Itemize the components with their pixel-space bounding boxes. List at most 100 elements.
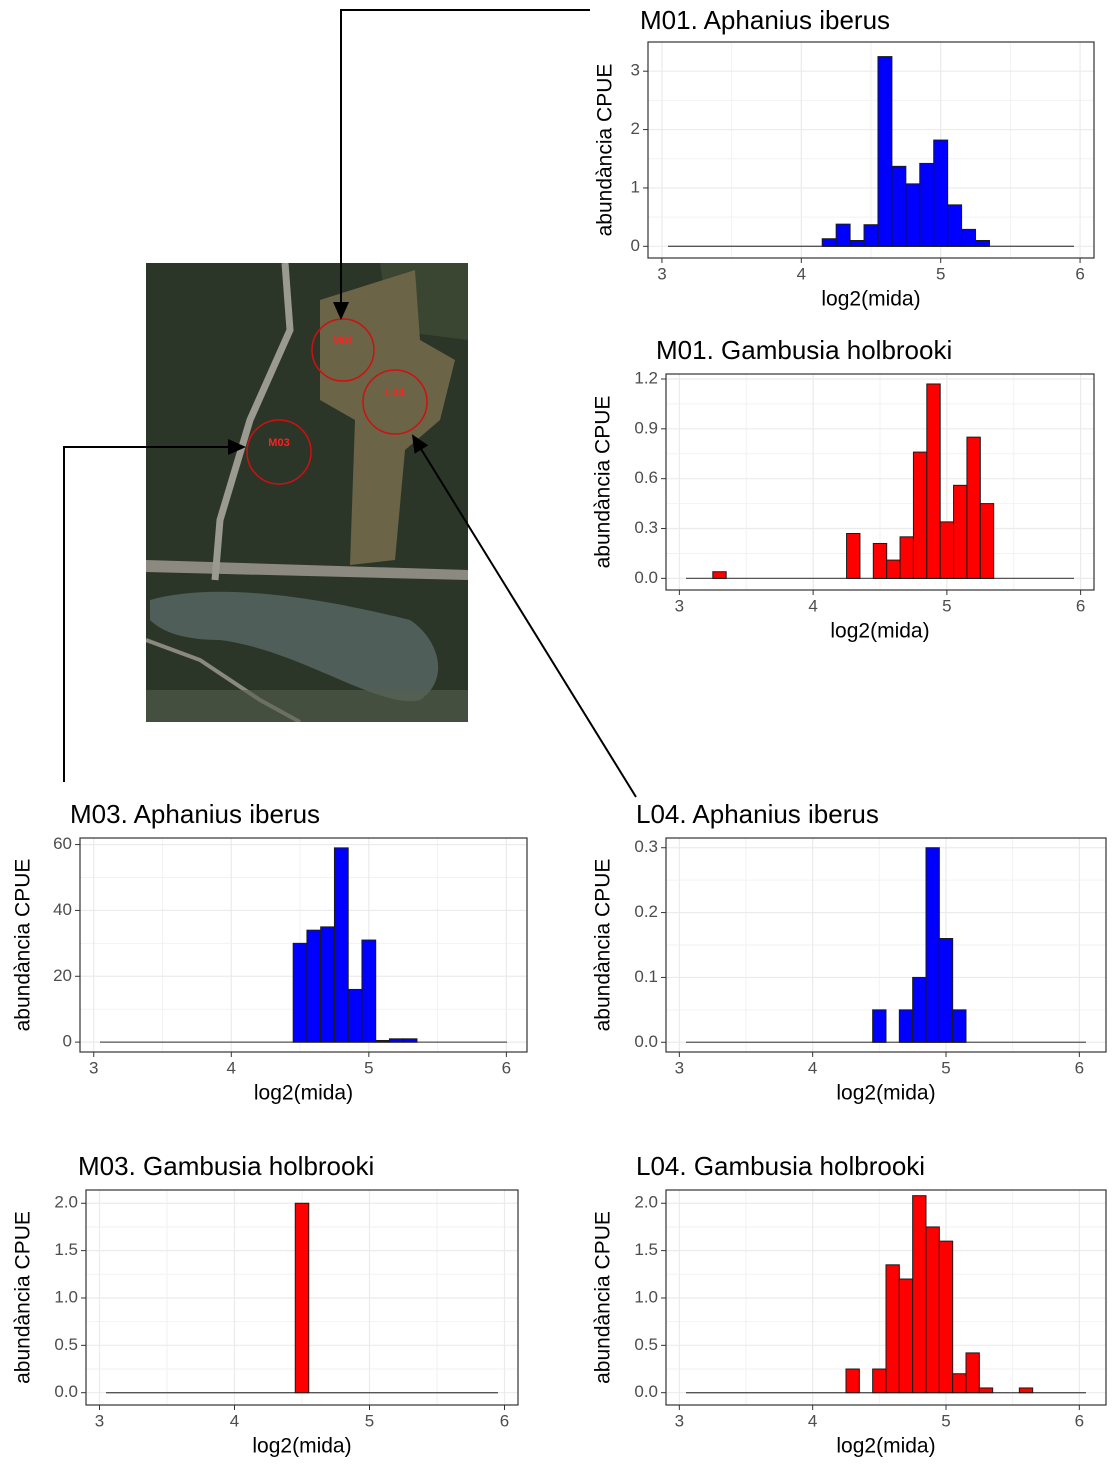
x-tick-label: 4 (808, 596, 817, 615)
y-tick-label: 20 (53, 966, 72, 985)
x-tick-label: 5 (365, 1411, 374, 1430)
bar (898, 1278, 914, 1394)
bar (294, 1202, 310, 1394)
x-tick-label: 3 (89, 1058, 98, 1077)
y-tick-label: 0 (63, 1032, 72, 1051)
y-tick-label: 1.0 (634, 1287, 658, 1306)
bar (979, 503, 995, 579)
y-axis-label: abundància CPUE (594, 64, 617, 237)
bar (333, 847, 349, 1043)
y-tick-label: 0.0 (634, 1382, 658, 1401)
y-tick-label: 1.2 (634, 368, 658, 387)
bar (886, 559, 901, 579)
bar (872, 1009, 887, 1043)
y-tick-label: 0.2 (634, 902, 658, 921)
bar (939, 521, 955, 579)
bar (947, 204, 963, 247)
bar (845, 1368, 860, 1394)
panel-border (85, 1189, 519, 1406)
panel-border (665, 373, 1095, 591)
bar (965, 1352, 980, 1394)
x-tick-label: 4 (230, 1411, 239, 1430)
site-markers: M01 L04 M03 (246, 318, 428, 485)
bar (292, 942, 308, 1043)
x-tick-label: 5 (936, 264, 945, 283)
site-label: L04 (386, 387, 406, 399)
bar (402, 1038, 418, 1043)
connector-arrow (63, 439, 246, 782)
bar (933, 139, 949, 247)
bar (835, 223, 851, 247)
panel-border (665, 837, 1107, 1053)
x-tick-label: 5 (941, 1411, 950, 1430)
bar (846, 533, 861, 579)
x-tick-label: 4 (797, 264, 806, 283)
bar (953, 484, 968, 579)
x-tick-label: 4 (808, 1058, 817, 1077)
x-tick-label: 5 (942, 596, 951, 615)
y-axis-label: abundància CPUE (592, 1211, 615, 1384)
y-tick-label: 0.0 (634, 1032, 658, 1051)
y-axis-label: abundància CPUE (592, 859, 615, 1032)
x-axis-label: log2(mida) (836, 1082, 935, 1105)
x-axis-label: log2(mida) (254, 1082, 353, 1105)
bar (975, 239, 990, 247)
bar (905, 183, 921, 247)
bar (388, 1038, 404, 1043)
panel-border (79, 837, 528, 1053)
bar (347, 988, 363, 1043)
x-tick-label: 6 (1075, 1411, 1084, 1430)
chart: 3 4 5 6 0.0 0.5 1.0 1.5 2.0 L04. Gambusia holbroo… (592, 1151, 1107, 1458)
bar (872, 542, 888, 579)
bar (885, 1264, 900, 1394)
site-label: M01 (332, 335, 353, 347)
bar (978, 1387, 994, 1394)
y-tick-label: 0.3 (634, 837, 658, 856)
chart: 3 4 5 6 0.0 0.1 0.2 0.3 L04. Aphanius iberus log2… (592, 799, 1107, 1105)
y-tick-label: 0.3 (634, 518, 658, 537)
bar (912, 451, 928, 579)
chart-title: M01. Gambusia holbrooki (656, 335, 952, 365)
map-image (146, 263, 468, 722)
bar (375, 1039, 390, 1043)
x-tick-label: 6 (502, 1058, 511, 1077)
x-axis-label: log2(mida) (821, 288, 920, 311)
y-axis-label: abundància CPUE (12, 859, 35, 1032)
x-tick-label: 3 (657, 264, 666, 283)
chart: 3 4 5 6 0.0 0.3 0.6 0.9 1.2 M01. Gambusia holbroo… (592, 335, 1095, 643)
x-axis-label: log2(mida) (830, 620, 929, 643)
bar (863, 224, 879, 247)
y-tick-label: 40 (53, 900, 72, 919)
chart-title: L04. Aphanius iberus (636, 799, 879, 829)
x-tick-label: 3 (95, 1411, 104, 1430)
y-tick-label: 60 (53, 834, 72, 853)
x-tick-label: 3 (675, 596, 684, 615)
y-axis-label: abundància CPUE (12, 1211, 35, 1384)
bar (912, 1195, 927, 1394)
chart: 3 4 5 6 0 1 2 3 M01. Aphanius iberus log2(mida) ab… (594, 5, 1095, 311)
y-tick-label: 2 (631, 119, 640, 138)
y-tick-label: 0.5 (54, 1335, 78, 1354)
x-axis-label: log2(mida) (836, 1435, 935, 1458)
chart-title: M03. Gambusia holbrooki (78, 1151, 374, 1181)
x-tick-label: 5 (941, 1058, 950, 1077)
connectors (63, 9, 637, 798)
bar (712, 571, 727, 579)
y-tick-label: 2.0 (634, 1193, 658, 1212)
x-axis-label: log2(mida) (252, 1435, 351, 1458)
site-circle (362, 369, 428, 435)
bar (938, 1240, 954, 1394)
bar (872, 1368, 887, 1394)
bar (361, 939, 377, 1043)
bar (891, 165, 907, 247)
y-tick-label: 3 (631, 61, 640, 80)
y-tick-label: 1.0 (54, 1287, 78, 1306)
bar (899, 536, 914, 579)
chart-title: M01. Aphanius iberus (640, 5, 890, 35)
x-tick-label: 4 (808, 1411, 817, 1430)
y-tick-label: 0 (631, 236, 640, 255)
y-tick-label: 0.0 (634, 568, 658, 587)
bar (952, 1009, 967, 1043)
